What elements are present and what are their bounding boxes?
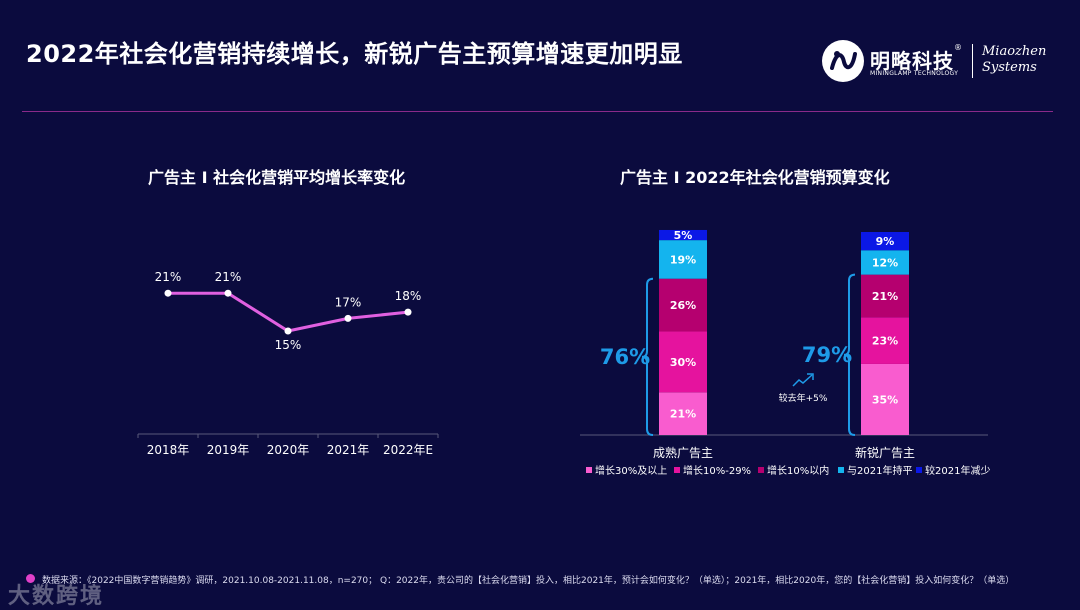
legend-swatch xyxy=(674,467,680,473)
bar-segment-label: 9% xyxy=(876,235,895,248)
bar-segment xyxy=(659,278,707,332)
legend-label: 增长10%以内 xyxy=(767,464,829,477)
watermark: 大数跨境 xyxy=(8,584,105,609)
growth-total-label: 76% xyxy=(600,345,650,369)
line-x-tick-label: 2019年 xyxy=(207,443,250,457)
logo-cn-text: 明略科技 xyxy=(870,49,954,73)
bar-category-label: 成熟广告主 xyxy=(653,445,713,460)
line-point xyxy=(404,308,412,316)
line-chart: 21% 2018年 21% 2019年 15% 2020年 17% 2021年 18% 2022年… xyxy=(137,270,439,457)
bar-segment xyxy=(659,229,707,241)
line-point xyxy=(344,314,352,322)
stacked-bar-chart: 21% 30% 26% 19% 5% 成熟广告主 76% 35% 23% 21% 12% 9% 新锐广告… xyxy=(580,229,990,477)
bar-segment xyxy=(659,392,707,435)
line-point xyxy=(164,289,172,297)
logo-separator xyxy=(972,44,973,78)
brand-logo: 明略科技 ® MININGLAMP TECHNOLOGY Miaozhen Sy… xyxy=(822,40,1052,86)
miningLamp-logo-icon xyxy=(822,40,864,82)
line-data-label: 21% xyxy=(215,270,242,284)
footer-bullet-icon xyxy=(26,574,35,583)
legend-swatch xyxy=(838,467,844,473)
miaozhen-line-2: Systems xyxy=(982,60,1037,75)
legend-swatch xyxy=(916,467,922,473)
bar-segment-label: 23% xyxy=(872,335,898,348)
legend-swatch xyxy=(586,467,592,473)
legend-label: 增长30%及以上 xyxy=(595,464,667,477)
bar-segment-label: 21% xyxy=(872,290,898,303)
page-title: 2022年社会化营销持续增长，新锐广告主预算增速更加明显 xyxy=(26,40,683,68)
bar-segment-label: 12% xyxy=(872,256,898,269)
legend-label: 与2021年持平 xyxy=(847,464,912,477)
bar-segment xyxy=(861,317,909,364)
growth-bracket xyxy=(641,277,654,436)
bar-segment-label: 5% xyxy=(674,229,693,242)
bar-segment-label: 35% xyxy=(872,393,898,406)
legend-swatch xyxy=(758,467,764,473)
line-chart-title: 广告主 I 社会化营销平均增长率变化 xyxy=(148,168,406,187)
line-x-tick-label: 2020年 xyxy=(267,443,310,457)
line-point xyxy=(284,327,292,335)
bar-segment xyxy=(861,363,909,435)
bar-segment-label: 19% xyxy=(670,253,696,266)
trend-up-arrowhead-icon xyxy=(807,373,814,380)
trend-up-icon xyxy=(792,374,813,387)
bar-chart-title: 广告主 I 2022年社会化营销预算变化 xyxy=(620,168,890,187)
line-data-label: 17% xyxy=(335,295,362,309)
bar-segment xyxy=(861,274,909,318)
miaozhen-line-1: Miaozhen xyxy=(982,44,1047,59)
bar-segment xyxy=(659,240,707,279)
bar-segment-label: 30% xyxy=(670,356,696,369)
bar-segment xyxy=(659,331,707,393)
line-x-tick-label: 2021年 xyxy=(327,443,370,457)
growth-total-label: 79% xyxy=(802,343,852,367)
bar-category-label: 新锐广告主 xyxy=(855,445,915,460)
line-x-tick-label: 2022年E xyxy=(383,443,433,457)
legend-label: 较2021年减少 xyxy=(925,464,990,477)
growth-bracket xyxy=(843,273,856,436)
logo-registered-mark: ® xyxy=(954,43,962,52)
line-series xyxy=(168,291,409,333)
line-point xyxy=(224,289,232,297)
bar-segment-label: 21% xyxy=(670,408,696,421)
header-divider xyxy=(22,111,1053,112)
bar-segment xyxy=(861,250,909,275)
bar-segment xyxy=(861,232,909,251)
miaozhen-logo-text: Miaozhen Systems xyxy=(982,44,1046,76)
bar-segment-label: 26% xyxy=(670,299,696,312)
line-data-label: 15% xyxy=(275,338,302,352)
line-x-tick-label: 2018年 xyxy=(147,443,190,457)
legend-label: 增长10%-29% xyxy=(683,464,751,477)
growth-annotation: 较去年+5% xyxy=(779,392,828,404)
line-data-label: 18% xyxy=(395,289,422,303)
data-source-footnote: 数据来源：《2022中国数字营销趋势》调研，2021.10.08-2021.11… xyxy=(42,576,1015,586)
logo-en-text: MININGLAMP TECHNOLOGY xyxy=(870,70,959,77)
line-data-label: 21% xyxy=(155,270,182,284)
